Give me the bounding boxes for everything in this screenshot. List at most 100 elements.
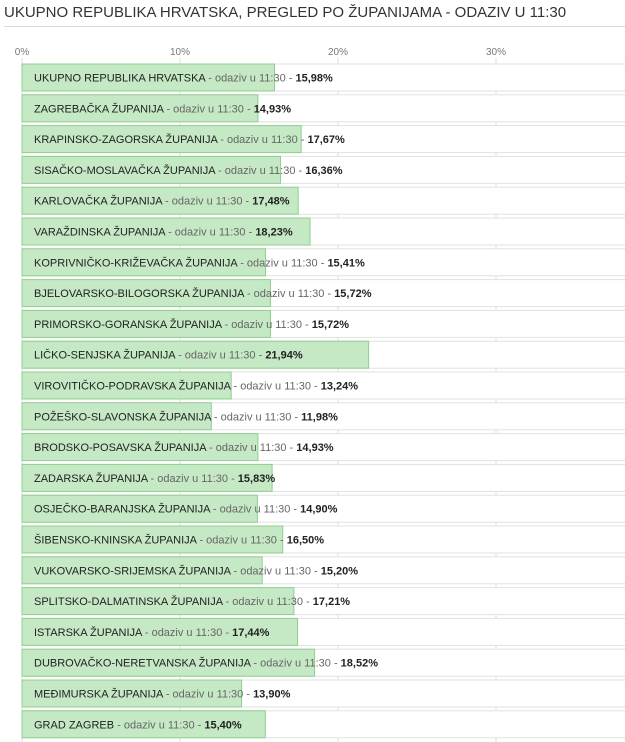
bar-label-time: - odaziv u 11:30 -	[217, 134, 307, 146]
bar-label-time: - odaziv u 11:30 -	[237, 257, 327, 269]
bar-label-name: GRAD ZAGREB	[34, 719, 114, 731]
bar-label-value: 21,94%	[265, 350, 303, 362]
bar-label-value: 15,41%	[327, 257, 365, 269]
bar-label: PRIMORSKO-GORANSKA ŽUPANIJA - odaziv u 1…	[34, 318, 349, 331]
bar-label: POŽEŠKO-SLAVONSKA ŽUPANIJA - odaziv u 11…	[34, 410, 338, 423]
bar	[21, 371, 232, 400]
bar-label: VARAŽDINSKA ŽUPANIJA - odaziv u 11:30 - …	[34, 226, 293, 239]
bar-label: BJELOVARSKO-BILOGORSKA ŽUPANIJA - odaziv…	[34, 287, 372, 300]
bar-label-name: SPLITSKO-DALMATINSKA ŽUPANIJA	[34, 595, 224, 608]
bar-label-time: - odaziv u 11:30 -	[175, 350, 265, 362]
bar	[21, 433, 259, 462]
bar-label: VUKOVARSKO-SRIJEMSKA ŽUPANIJA - odaziv u…	[34, 564, 358, 577]
bar	[21, 648, 316, 677]
bar	[21, 186, 299, 215]
bar-row: ISTARSKA ŽUPANIJA - odaziv u 11:30 - 17,…	[21, 617, 625, 646]
bar-label-name: BRODSKO-POSAVSKA ŽUPANIJA	[34, 441, 207, 454]
bar	[21, 217, 311, 246]
bar-label-time: - odaziv u 11:30 -	[230, 565, 320, 577]
bar-label-value: 14,90%	[300, 504, 338, 516]
bar-label: MEĐIMURSKA ŽUPANIJA - odaziv u 11:30 - 1…	[34, 688, 291, 701]
bar-label-value: 15,20%	[321, 565, 359, 577]
bar	[21, 402, 212, 431]
bar-label-name: ŠIBENSKO-KNINSKA ŽUPANIJA	[34, 534, 198, 547]
bar-label-value: 15,72%	[334, 288, 372, 300]
bar-label-time: - odaziv u 11:30 -	[215, 165, 305, 177]
bar-label: ZADARSKA ŽUPANIJA - odaziv u 11:30 - 15,…	[34, 472, 275, 485]
bar-label-name: VIROVITIČKO-PODRAVSKA ŽUPANIJA	[34, 380, 232, 393]
x-tick-label: 0%	[15, 47, 30, 58]
bar-label-name: UKUPNO REPUBLIKA HRVATSKA	[34, 73, 206, 85]
bar	[21, 155, 281, 184]
bar-label-value: 13,90%	[253, 689, 291, 701]
bar-label-name: VARAŽDINSKA ŽUPANIJA	[34, 226, 166, 239]
bar-label: GRAD ZAGREB - odaziv u 11:30 - 15,40%	[34, 719, 242, 731]
bar-label-name: KARLOVAČKA ŽUPANIJA	[34, 195, 163, 208]
bar	[21, 279, 271, 308]
bar-label: KARLOVAČKA ŽUPANIJA - odaziv u 11:30 - 1…	[34, 195, 290, 208]
bar-row: UKUPNO REPUBLIKA HRVATSKA - odaziv u 11:…	[21, 63, 625, 92]
bar-label-time: - odaziv u 11:30 -	[163, 103, 253, 115]
bar-label-time: - odaziv u 11:30 -	[250, 658, 340, 670]
x-tick-label: 30%	[486, 47, 506, 58]
bar-label-time: - odaziv u 11:30 -	[162, 196, 252, 208]
bar-row: SISAČKO-MOSLAVAČKA ŽUPANIJA - odaziv u 1…	[21, 155, 625, 184]
bar-label-name: ZADARSKA ŽUPANIJA	[34, 472, 149, 485]
bar	[21, 94, 259, 123]
bar-label-name: LIČKO-SENJSKA ŽUPANIJA	[34, 349, 176, 362]
chart-title: UKUPNO REPUBLIKA HRVATSKA, PREGLED PO ŽU…	[4, 0, 625, 27]
bar-label-value: 18,52%	[341, 658, 379, 670]
bar-label-time: - odaziv u 11:30 -	[205, 73, 295, 85]
bar-label: SPLITSKO-DALMATINSKA ŽUPANIJA - odaziv u…	[34, 595, 350, 608]
bar-row: KARLOVAČKA ŽUPANIJA - odaziv u 11:30 - 1…	[21, 186, 625, 215]
bar-row: GRAD ZAGREB - odaziv u 11:30 - 15,40%	[21, 710, 625, 739]
bar-label-time: - odaziv u 11:30 -	[142, 627, 232, 639]
bar-row: OSJEČKO-BARANJSKA ŽUPANIJA - odaziv u 11…	[21, 494, 625, 523]
bar-label-time: - odaziv u 11:30 -	[221, 319, 311, 331]
bar-row: LIČKO-SENJSKA ŽUPANIJA - odaziv u 11:30 …	[21, 340, 625, 369]
bar	[21, 309, 271, 338]
bar-label-name: BJELOVARSKO-BILOGORSKA ŽUPANIJA	[34, 287, 245, 300]
bar-label-time: - odaziv u 11:30 -	[244, 288, 334, 300]
bar-row: VIROVITIČKO-PODRAVSKA ŽUPANIJA - odaziv …	[21, 371, 625, 400]
bar-label-value: 16,50%	[287, 535, 325, 547]
bar	[21, 556, 263, 585]
bar	[21, 463, 273, 492]
bar-label-value: 14,93%	[254, 103, 292, 115]
bar-label-value: 15,72%	[312, 319, 350, 331]
bar-label-value: 15,98%	[295, 73, 333, 85]
bar-label: KRAPINSKO-ZAGORSKA ŽUPANIJA - odaziv u 1…	[34, 133, 345, 146]
bar-label-name: KOPRIVNIČKO-KRIŽEVAČKA ŽUPANIJA	[34, 256, 238, 269]
bar-label-value: 17,67%	[307, 134, 345, 146]
bar-label-time: - odaziv u 11:30 -	[222, 596, 312, 608]
bar	[21, 340, 370, 369]
bar-row: POŽEŠKO-SLAVONSKA ŽUPANIJA - odaziv u 11…	[21, 402, 625, 431]
bar-row: ZADARSKA ŽUPANIJA - odaziv u 11:30 - 15,…	[21, 463, 625, 492]
bar-label-time: - odaziv u 11:30 -	[206, 442, 296, 454]
bar	[21, 63, 275, 92]
bar-label-value: 17,44%	[232, 627, 270, 639]
bar-label: BRODSKO-POSAVSKA ŽUPANIJA - odaziv u 11:…	[34, 441, 334, 454]
bar-row: MEĐIMURSKA ŽUPANIJA - odaziv u 11:30 - 1…	[21, 679, 625, 708]
bar-label: ŠIBENSKO-KNINSKA ŽUPANIJA - odaziv u 11:…	[34, 534, 324, 547]
bar-label: ISTARSKA ŽUPANIJA - odaziv u 11:30 - 17,…	[34, 626, 270, 639]
bar-label-value: 15,83%	[238, 473, 276, 485]
bar-label-time: - odaziv u 11:30 -	[210, 504, 300, 516]
bar-row: VUKOVARSKO-SRIJEMSKA ŽUPANIJA - odaziv u…	[21, 556, 625, 585]
bar-label: UKUPNO REPUBLIKA HRVATSKA - odaziv u 11:…	[34, 73, 333, 85]
bar-label-name: SISAČKO-MOSLAVAČKA ŽUPANIJA	[34, 164, 216, 177]
bar-label-value: 17,48%	[252, 196, 290, 208]
bar-label-value: 16,36%	[305, 165, 343, 177]
bar-label-name: PRIMORSKO-GORANSKA ŽUPANIJA	[34, 318, 223, 331]
bar-row: VARAŽDINSKA ŽUPANIJA - odaziv u 11:30 - …	[21, 217, 625, 246]
bar-row: KOPRIVNIČKO-KRIŽEVAČKA ŽUPANIJA - odaziv…	[21, 248, 625, 277]
bar	[21, 679, 243, 708]
bar	[21, 248, 266, 277]
bar-row: BJELOVARSKO-BILOGORSKA ŽUPANIJA - odaziv…	[21, 279, 625, 308]
bar-row: SPLITSKO-DALMATINSKA ŽUPANIJA - odaziv u…	[21, 587, 625, 616]
bar-label-name: OSJEČKO-BARANJSKA ŽUPANIJA	[34, 503, 211, 516]
bar-label: LIČKO-SENJSKA ŽUPANIJA - odaziv u 11:30 …	[34, 349, 303, 362]
bar-label-name: POŽEŠKO-SLAVONSKA ŽUPANIJA	[34, 410, 212, 423]
bar-label: DUBROVAČKO-NERETVANSKA ŽUPANIJA - odaziv…	[34, 657, 378, 670]
bar-label-value: 17,21%	[313, 596, 351, 608]
